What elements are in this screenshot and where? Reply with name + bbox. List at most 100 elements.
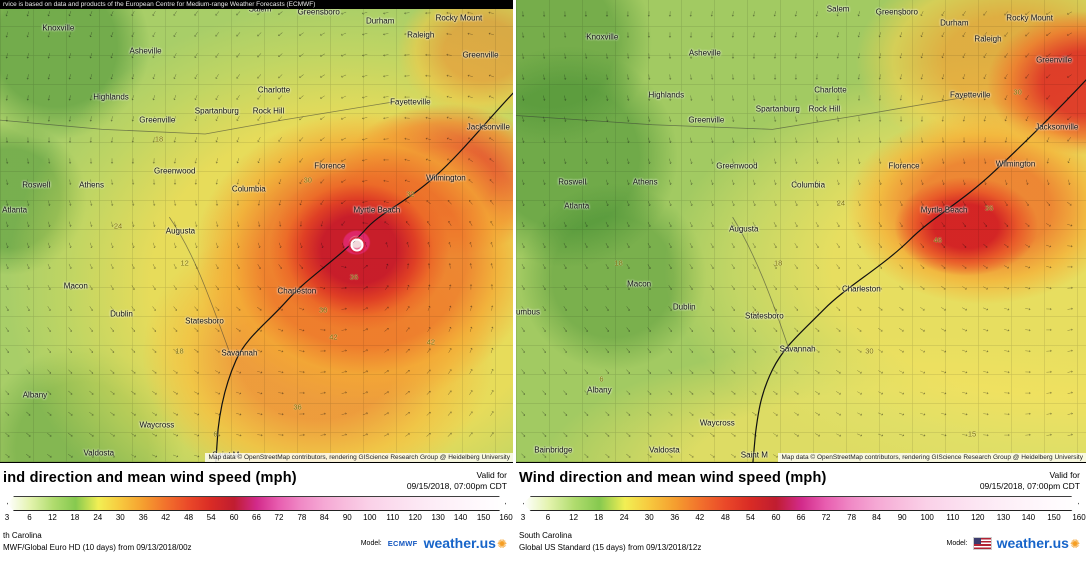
colorbar-tick-label: 130 <box>996 513 1011 523</box>
wind-speed-value-label: 36 <box>293 402 302 412</box>
valid-time-block: Valid for 09/15/2018, 07:00pm CDT <box>980 470 1080 492</box>
title-row: Wind direction and mean wind speed (mph)… <box>516 463 1086 493</box>
nc-sc-border <box>103 102 395 134</box>
infobar-ecmwf: ind direction and mean wind speed (mph) … <box>0 463 513 570</box>
map-title: Wind direction and mean wind speed (mph) <box>519 470 827 486</box>
colorbar-tick-label: 36 <box>138 513 148 523</box>
wind-speed-value-label: 24 <box>113 221 123 231</box>
colorbar-tick-label: 84 <box>319 513 329 523</box>
city-label: Rock Hill <box>252 106 285 116</box>
city-label: Fayetteville <box>390 97 431 107</box>
city-label: Greenville <box>139 115 176 125</box>
city-label: Macon <box>63 281 88 291</box>
wind-value-layer: 18 24 30 32 36 30 42 42 36 18 12 6 <box>0 0 513 462</box>
brand-text: weather.us <box>423 534 496 551</box>
wind-speed-value-label: 12 <box>180 258 189 268</box>
city-label: Knoxville <box>42 23 75 33</box>
city-label: Augusta <box>729 224 759 234</box>
colorbar-tick-label: 78 <box>297 513 307 523</box>
city-label: Roswell <box>22 180 51 190</box>
model-label: Model: <box>360 540 382 548</box>
colorbar-tick-label: 12 <box>47 513 57 523</box>
wind-speed-value-label: 6 <box>599 374 604 384</box>
city-label: Waycross <box>139 420 175 430</box>
city-label: umbus <box>516 307 540 317</box>
city-label: Knoxville <box>586 32 619 42</box>
city-label: Florence <box>314 161 346 171</box>
wind-speed-value-label: 18 <box>614 258 623 268</box>
colorbar-tick-label: 60 <box>771 513 781 523</box>
city-label: Roswell <box>558 177 587 187</box>
colorbar-tick-label: 160 <box>499 513 513 523</box>
valid-time: 09/15/2018, 07:00pm CDT <box>406 481 507 492</box>
colorbar-labels: 3 6 12 18 24 30 36 42 48 54 60 66 72 78 84 90 100 110 120 1… <box>5 513 513 524</box>
colorbar-tick-label: 42 <box>695 513 705 523</box>
city-label: Savannah <box>779 344 816 354</box>
city-label: Greenville <box>462 50 499 60</box>
model-info: South Carolina Global US Standard (15 da… <box>519 530 701 555</box>
city-label: Athens <box>79 180 104 190</box>
wind-speed-value-label: 15 <box>967 429 977 439</box>
city-label: Greenville <box>1036 55 1073 65</box>
colorbar-tick-label: 72 <box>274 513 284 523</box>
brand-block: Model: ECMWF weather.us✺ <box>361 535 507 555</box>
wind-speed-value-label: 36 <box>349 272 359 282</box>
colorbar-tick-label: 48 <box>720 513 730 523</box>
colorbar-tick-label: 100 <box>363 513 377 523</box>
city-label: Charlotte <box>814 85 847 95</box>
wind-value-layer: 30 24 36 46 18 18 12 30 6 15 <box>516 0 1086 462</box>
city-label: Asheville <box>129 46 162 56</box>
colorbar-tick-label: 100 <box>920 513 934 523</box>
state-border <box>0 120 103 129</box>
weather-us-logo[interactable]: weather.us✺ <box>997 535 1080 553</box>
model-line: MWF/Global Euro HD (10 days) from 09/13/… <box>3 543 192 553</box>
colorbar-tick-label: 12 <box>569 513 579 523</box>
city-label: Greenwood <box>716 161 758 171</box>
title-row: ind direction and mean wind speed (mph) … <box>0 463 513 493</box>
colorbar-tick-label: 24 <box>619 513 629 523</box>
city-label: Rocky Mount <box>1006 13 1053 23</box>
city-label: Highlands <box>93 92 129 102</box>
county-boundaries <box>516 0 1086 462</box>
us-flag-icon <box>973 538 991 550</box>
city-label: Fayetteville <box>950 90 991 100</box>
colorbar-tick-label: 54 <box>206 513 216 523</box>
colorbar-tick-label: 18 <box>70 513 80 523</box>
colorbar-tick-label: 120 <box>408 513 422 523</box>
city-label: Dublin <box>672 302 696 312</box>
valid-time: 09/15/2018, 07:00pm CDT <box>979 481 1080 492</box>
region-line: South Carolina <box>519 531 572 541</box>
city-label: Myrtle Beach <box>920 205 968 215</box>
colorbar-tick-label: 60 <box>229 513 239 523</box>
brand-text: weather.us <box>996 534 1069 551</box>
wind-speed-colorbar: 3 6 12 18 24 30 36 42 48 54 60 66 72 78 84 90 100 110 120 1… <box>5 496 513 524</box>
city-label: Myrtle Beach <box>353 205 401 215</box>
weather-us-logo[interactable]: weather.us✺ <box>424 535 507 553</box>
colorbar-tick-label: 36 <box>670 513 680 523</box>
ecmwf-notice-text: rvice is based on data and products of t… <box>3 1 316 8</box>
city-label: Albany <box>587 385 612 395</box>
city-label: Wilmington <box>995 159 1036 169</box>
wind-speed-value-label: 46 <box>933 235 942 245</box>
footer-row: th Carolina MWF/Global Euro HD (10 days)… <box>0 524 513 555</box>
colorbar-tick-label: 6 <box>545 513 551 523</box>
city-label: Durham <box>940 18 969 28</box>
wind-speed-value-label: 36 <box>984 203 994 213</box>
city-label: Wilmington <box>426 173 466 183</box>
wind-speed-value-label: 24 <box>836 198 846 208</box>
wind-speed-value-label: 32 <box>406 189 415 199</box>
colorbar-tick-label: 48 <box>184 513 194 523</box>
colorbar-tick-label: 24 <box>93 513 103 523</box>
city-label: Augusta <box>165 226 196 236</box>
city-label: Highlands <box>648 90 685 100</box>
wind-speed-value-label: 6 <box>213 429 218 439</box>
city-label: Durham <box>365 16 395 26</box>
city-label: Greensboro <box>297 7 340 17</box>
coastline-borders <box>516 0 1086 462</box>
sun-icon: ✺ <box>1069 536 1080 551</box>
valid-label: Valid for <box>1049 470 1080 480</box>
city-label: Athens <box>632 177 658 187</box>
map-ecmwf: rvice is based on data and products of t… <box>0 0 513 463</box>
ecmwf-notice-bar: rvice is based on data and products of t… <box>0 0 513 9</box>
